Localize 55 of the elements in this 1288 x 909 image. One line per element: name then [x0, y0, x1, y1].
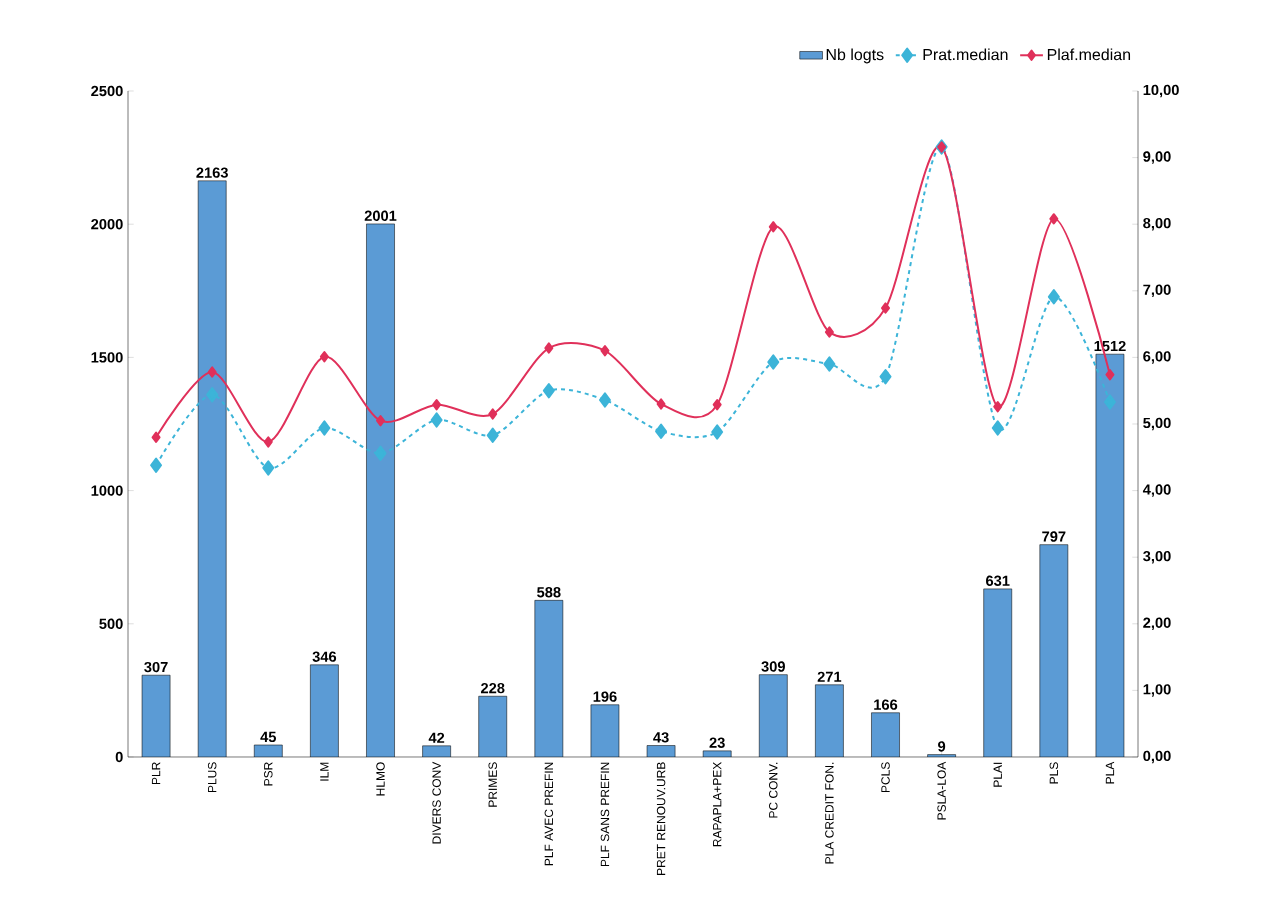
data-label: 196 [593, 691, 617, 702]
x-tick-label: PCLS [881, 762, 890, 793]
data-label: 45 [260, 731, 277, 743]
data-label: 228 [481, 682, 505, 694]
y2-tick-label: 0,00 [1143, 750, 1171, 764]
y-tick-label: 2000 [91, 219, 123, 230]
y-tick-label: 2500 [91, 85, 123, 97]
x-tick-label: DIVERS CONV [432, 761, 441, 844]
y2-tick-label: 5,00 [1143, 417, 1171, 431]
x-tick-label: PRIMES [488, 762, 497, 807]
y2-tick-label: 6,00 [1143, 351, 1171, 364]
x-tick-label: HLMO [376, 762, 385, 796]
y2-tick-label: 10,00 [1143, 84, 1179, 98]
x-tick-label: RAPAPLA+PEX [713, 761, 722, 847]
x-tick-label: PLF SANS PREFIN [600, 762, 610, 867]
y2-tick-label: 4,00 [1142, 484, 1171, 497]
data-label: 43 [653, 732, 669, 743]
data-label: 42 [428, 732, 445, 743]
y-tick-label: 1500 [91, 352, 123, 363]
y2-tick-label: 3,00 [1143, 550, 1171, 564]
data-label: 9 [938, 741, 946, 752]
x-tick-label: PLAI [993, 762, 1002, 787]
x-tick-label: PSLA-LOA [937, 761, 946, 820]
y-tick-label: 0 [115, 751, 123, 763]
data-label: 2001 [364, 210, 397, 221]
y2-tick-label: 2,00 [1143, 617, 1171, 631]
x-tick-label: PRET RENOUV.URB [656, 762, 666, 875]
x-tick-label: ILM [320, 762, 329, 781]
x-tick-label: PSR [264, 762, 273, 786]
x-tick-label: PLA [1105, 761, 1115, 784]
data-label: 631 [986, 575, 1010, 586]
y2-tick-label: 1,00 [1143, 684, 1171, 697]
x-tick-label: PLR [151, 762, 161, 785]
x-tick-label: PLA CREDIT FON. [825, 762, 834, 864]
legend-label: Prat.median [923, 48, 1008, 61]
y-tick-label: 500 [99, 618, 123, 629]
data-label: 797 [1042, 531, 1066, 542]
x-tick-label: PC CONV. [769, 762, 778, 818]
data-label: 588 [537, 587, 561, 598]
legend-label: Nb logts [826, 48, 884, 64]
y2-tick-label: 7,00 [1143, 284, 1171, 298]
data-label: 307 [144, 661, 168, 673]
y2-tick-label: 8,00 [1143, 217, 1171, 231]
data-label: 271 [817, 671, 842, 682]
data-label: 346 [312, 651, 337, 662]
data-label: 166 [874, 699, 898, 710]
data-label: 309 [761, 661, 785, 672]
y2-tick-label: 9,00 [1143, 151, 1171, 164]
data-label: 23 [709, 737, 725, 748]
x-tick-label: PLF AVEC PREFIN [544, 762, 554, 866]
x-tick-label: PLS [1049, 762, 1059, 784]
legend-label: Plaf.median [1047, 48, 1131, 61]
data-label: 2163 [196, 167, 228, 178]
y-tick-label: 1000 [91, 485, 123, 496]
x-tick-label: PLUS [207, 762, 217, 793]
